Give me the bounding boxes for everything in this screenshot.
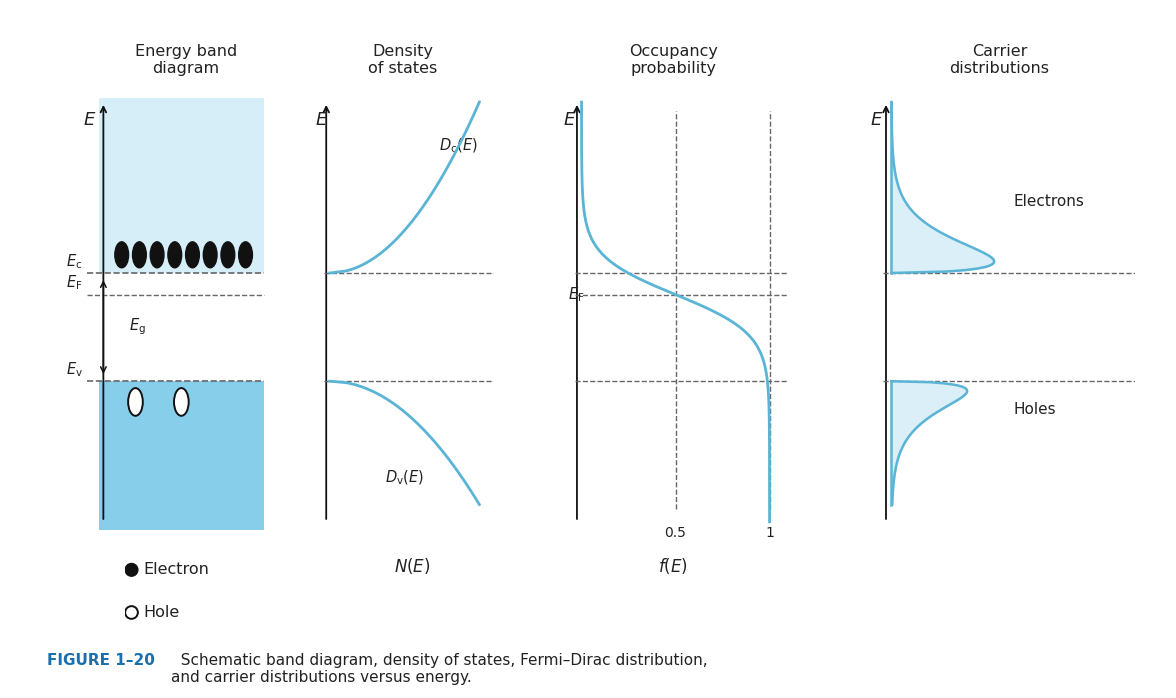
Text: FIGURE 1–20: FIGURE 1–20 bbox=[47, 653, 155, 667]
Text: $D_{\rm c}(E)$: $D_{\rm c}(E)$ bbox=[440, 137, 477, 155]
Circle shape bbox=[168, 242, 181, 268]
Text: Energy band
diagram: Energy band diagram bbox=[135, 44, 238, 76]
Text: 1: 1 bbox=[766, 526, 774, 540]
Circle shape bbox=[239, 242, 253, 268]
Text: Hole: Hole bbox=[143, 605, 180, 620]
Text: $E$: $E$ bbox=[870, 111, 883, 128]
Bar bbox=[99, 98, 263, 273]
Circle shape bbox=[174, 388, 188, 416]
Text: Schematic band diagram, density of states, Fermi–Dirac distribution,
and carrier: Schematic band diagram, density of state… bbox=[171, 653, 707, 685]
Text: $D_{\rm v}(E)$: $D_{\rm v}(E)$ bbox=[385, 469, 423, 487]
Text: $f(E)$: $f(E)$ bbox=[659, 556, 688, 577]
Text: $E_{\rm c}$: $E_{\rm c}$ bbox=[66, 252, 82, 271]
Circle shape bbox=[125, 563, 138, 577]
Circle shape bbox=[151, 242, 163, 268]
Text: Electron: Electron bbox=[143, 563, 209, 577]
Text: $E$: $E$ bbox=[563, 111, 576, 128]
Text: 0.5: 0.5 bbox=[664, 526, 687, 540]
Text: Electrons: Electrons bbox=[1013, 194, 1084, 209]
Text: $E_{\rm F}$: $E_{\rm F}$ bbox=[66, 274, 82, 292]
Bar bbox=[99, 381, 263, 530]
Circle shape bbox=[186, 242, 200, 268]
Circle shape bbox=[133, 242, 146, 268]
Text: Occupancy
probability: Occupancy probability bbox=[629, 44, 717, 76]
Circle shape bbox=[115, 242, 128, 268]
Text: $E_{\rm v}$: $E_{\rm v}$ bbox=[66, 360, 82, 379]
Circle shape bbox=[203, 242, 218, 268]
Text: $N(E)$: $N(E)$ bbox=[394, 556, 430, 577]
Text: Holes: Holes bbox=[1013, 402, 1056, 417]
Circle shape bbox=[125, 606, 138, 619]
Text: Density
of states: Density of states bbox=[368, 44, 437, 76]
Text: $E_{\rm g}$: $E_{\rm g}$ bbox=[128, 317, 146, 337]
Text: $E$: $E$ bbox=[315, 111, 328, 128]
Text: Carrier
distributions: Carrier distributions bbox=[949, 44, 1050, 76]
Circle shape bbox=[128, 388, 142, 416]
Text: $E_{\rm F}$: $E_{\rm F}$ bbox=[568, 285, 584, 304]
Circle shape bbox=[221, 242, 235, 268]
Text: $E$: $E$ bbox=[83, 111, 96, 128]
